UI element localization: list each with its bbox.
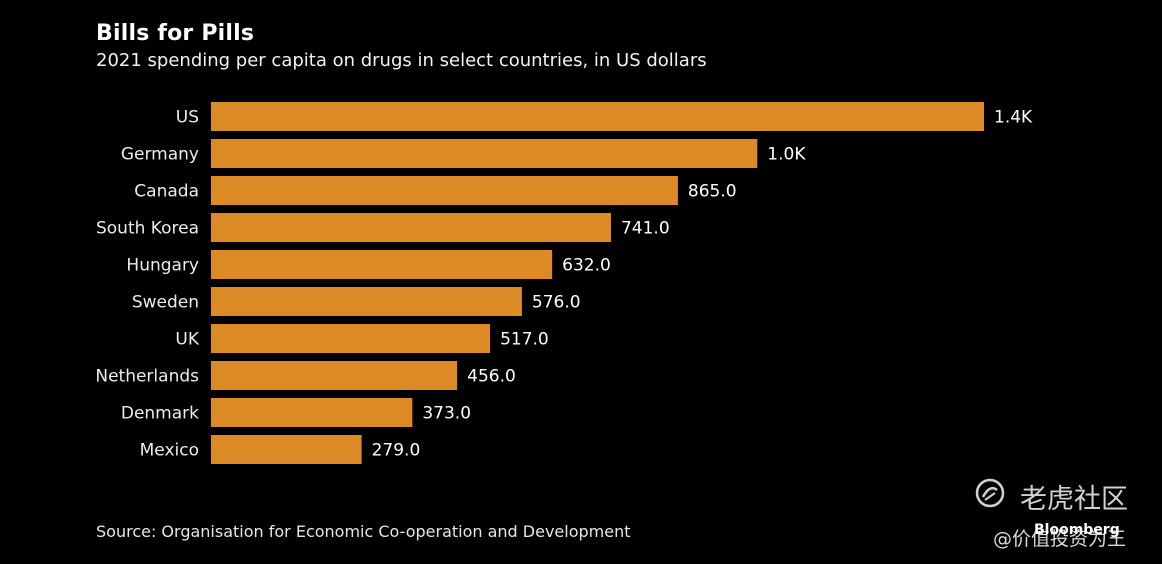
category-label: UK (175, 330, 199, 350)
value-label: 1.0K (767, 145, 806, 165)
category-label: Netherlands (95, 367, 199, 387)
watermark-name: 老虎社区 (1020, 484, 1128, 515)
bloomberg-brand: Bloomberg (1034, 522, 1120, 538)
chart-subtitle: 2021 spending per capita on drugs in sel… (96, 50, 707, 71)
source-note: Source: Organisation for Economic Co-ope… (96, 522, 631, 541)
value-label: 741.0 (621, 219, 670, 239)
category-label: South Korea (96, 219, 199, 239)
tiger-logo-icon (975, 478, 1005, 508)
value-label: 632.0 (562, 256, 611, 276)
category-label: Germany (121, 145, 199, 165)
bar (211, 213, 611, 242)
category-label: Hungary (126, 256, 199, 276)
chart-title: Bills for Pills (96, 21, 255, 46)
category-label: Mexico (140, 441, 199, 461)
category-label: Canada (134, 182, 199, 202)
value-label: 576.0 (532, 293, 581, 313)
value-label: 1.4K (994, 108, 1033, 128)
bar (211, 361, 458, 390)
bar (211, 398, 413, 427)
bar (211, 324, 491, 353)
bar (211, 435, 362, 464)
bar-chart: US 1.4K Germany 1.0K Canada 865.0 South Korea 7… (95, 102, 1033, 464)
value-label: 865.0 (688, 182, 737, 202)
category-label: Denmark (121, 404, 199, 424)
category-label: US (176, 108, 199, 128)
bar (211, 250, 553, 279)
value-label: 517.0 (500, 330, 549, 350)
bar (211, 102, 984, 131)
value-label: 373.0 (422, 404, 471, 424)
watermark-handle: @价值投资为王 (993, 528, 1127, 550)
bar (211, 287, 522, 316)
bar (211, 176, 678, 205)
value-label: 279.0 (372, 441, 421, 461)
bar (211, 139, 758, 168)
value-label: 456.0 (467, 367, 516, 387)
category-label: Sweden (132, 293, 199, 313)
